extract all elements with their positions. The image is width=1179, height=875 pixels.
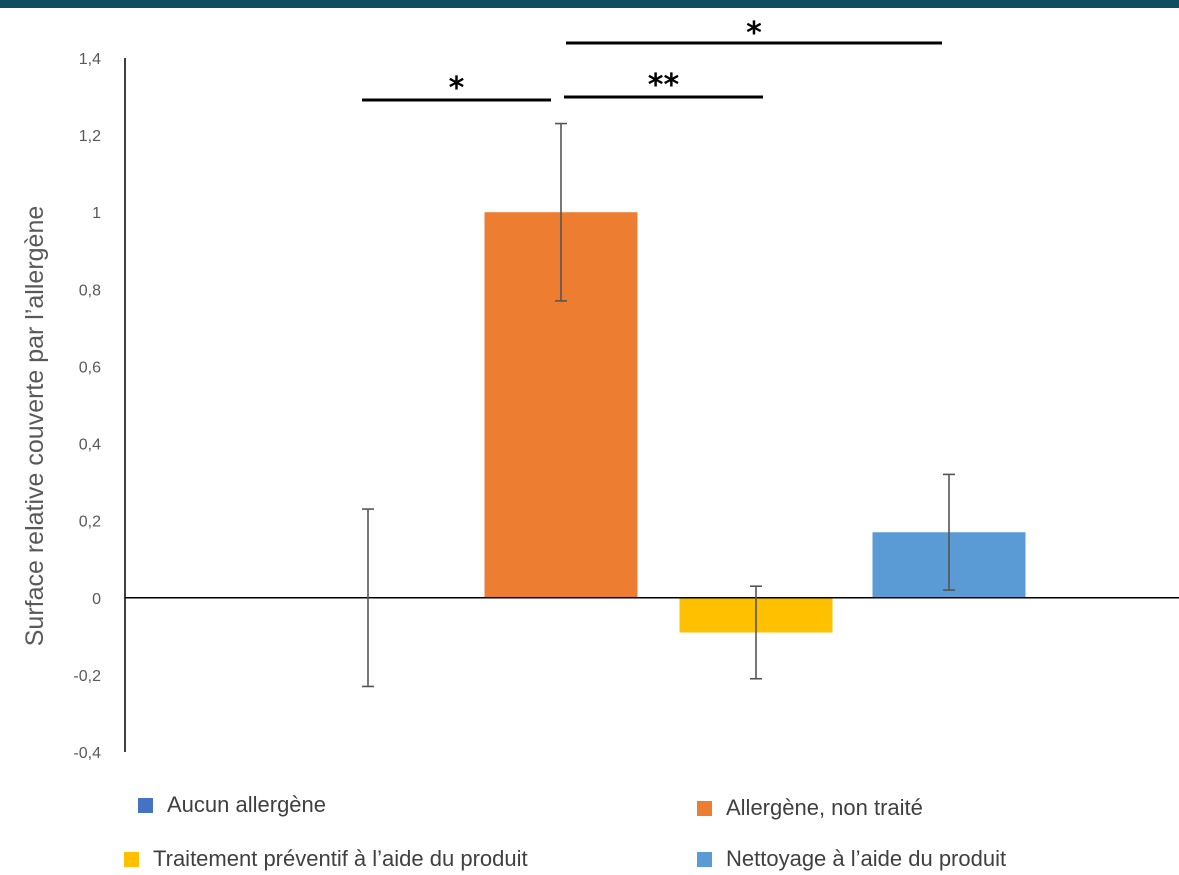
legend-label: Nettoyage à l’aide du produit <box>726 846 1007 871</box>
significance-label: ** <box>648 68 680 103</box>
y-tick-label: 0,2 <box>79 514 101 531</box>
y-tick-label: 1,4 <box>79 51 101 68</box>
legend-label: Allergène, non traité <box>726 795 923 820</box>
y-tick-label: -0,4 <box>73 745 101 762</box>
legend-label: Traitement préventif à l’aide du produit <box>153 846 528 871</box>
legend-item-aucun-allergene: Aucun allergène <box>138 792 326 818</box>
legend-swatch <box>697 800 712 816</box>
legend-item-allergene-non-traite: Allergène, non traité <box>697 795 923 821</box>
significance-label: * <box>746 16 762 51</box>
legend-label: Aucun allergène <box>167 792 327 817</box>
y-axis-ticks: 1,4 1,2 1 0,8 0,6 0,4 0,2 0 -0,2 -0,4 <box>73 51 101 762</box>
y-tick-label: 0,6 <box>79 359 101 376</box>
y-tick-label: 0 <box>92 591 101 608</box>
y-tick-label: 1 <box>92 205 101 222</box>
bar-chart: 1,41,210,80,60,40,20-0,2-0,4 * *** Surfac… <box>21 16 1179 762</box>
y-tick-label: 1,2 <box>79 128 101 145</box>
legend-swatch <box>697 851 712 867</box>
significance-annotations: * *** <box>362 16 942 106</box>
legend-swatch <box>124 851 139 867</box>
bars <box>484 212 1026 633</box>
y-tick-label: -0,2 <box>73 668 101 685</box>
legend-item-traitement-preventif: Traitement préventif à l’aide du produit <box>124 846 528 872</box>
significance-label: * <box>449 71 465 106</box>
y-tick-label: 0,4 <box>79 437 101 454</box>
error-bars <box>362 122 955 688</box>
legend-swatch <box>138 797 153 813</box>
legend-item-nettoyage: Nettoyage à l’aide du produit <box>697 846 1006 872</box>
header-band <box>0 0 1179 8</box>
y-axis-title: Surface relative couverte par l’allergèn… <box>21 206 49 647</box>
y-tick-label: 0,8 <box>79 282 101 299</box>
